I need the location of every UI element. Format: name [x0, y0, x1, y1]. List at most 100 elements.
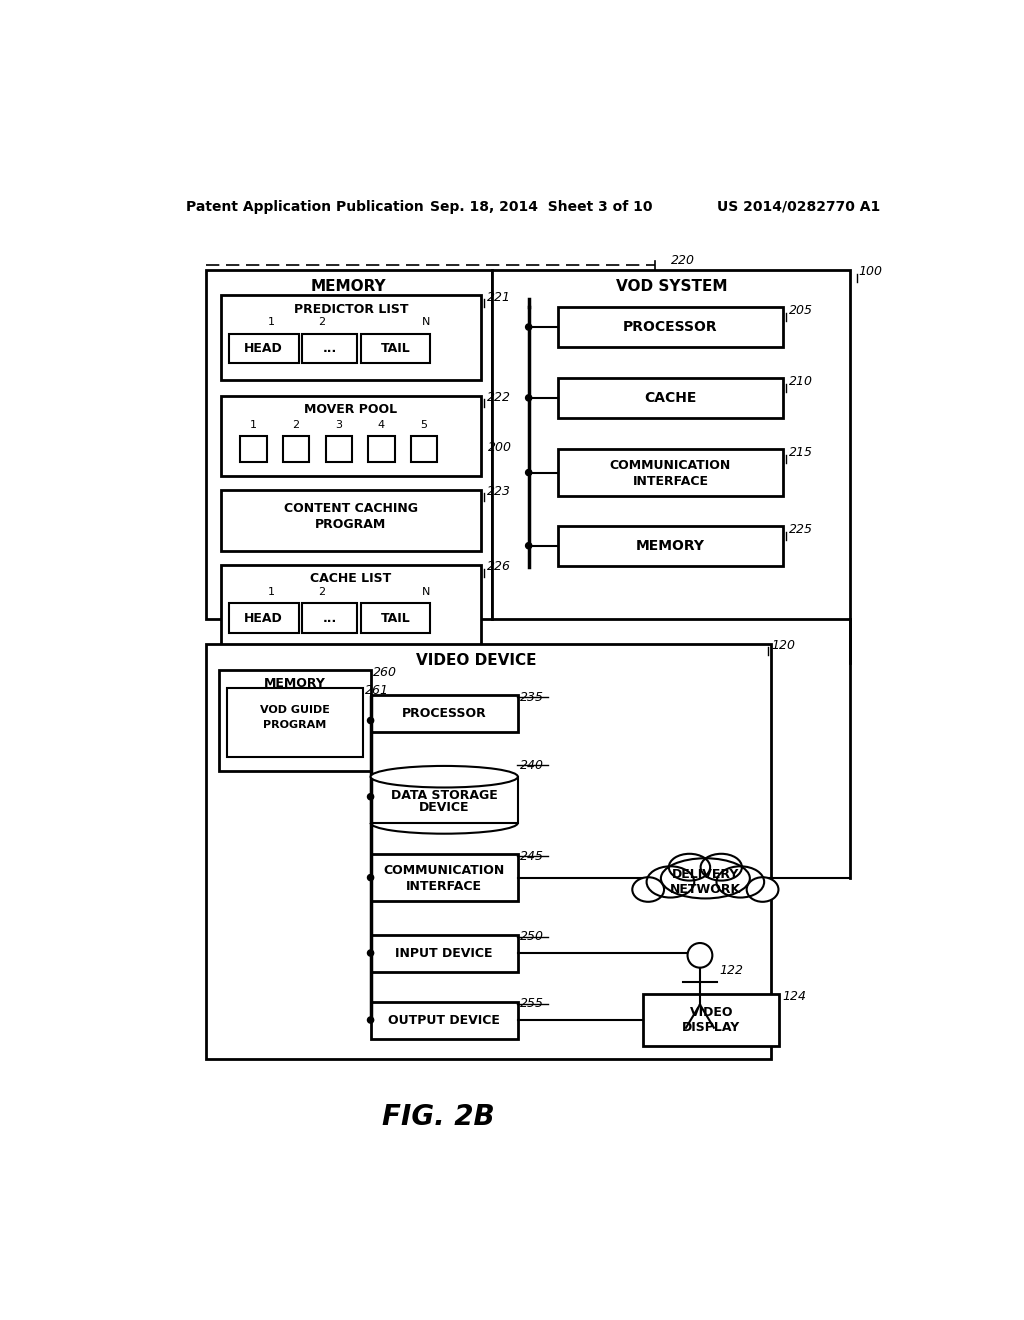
FancyBboxPatch shape: [221, 296, 480, 380]
Text: 100: 100: [859, 265, 883, 279]
Text: HEAD: HEAD: [245, 611, 283, 624]
FancyBboxPatch shape: [558, 449, 783, 496]
Text: VOD SYSTEM: VOD SYSTEM: [615, 280, 727, 294]
Text: PROCESSOR: PROCESSOR: [401, 708, 486, 721]
FancyBboxPatch shape: [302, 603, 356, 632]
Text: 2: 2: [293, 420, 300, 430]
FancyBboxPatch shape: [326, 436, 352, 462]
Text: PROGRAM: PROGRAM: [263, 721, 327, 730]
FancyBboxPatch shape: [227, 688, 362, 758]
Text: N: N: [422, 317, 430, 327]
Text: US 2014/0282770 A1: US 2014/0282770 A1: [717, 199, 881, 214]
Text: 240: 240: [520, 759, 544, 772]
Text: ...: ...: [323, 342, 337, 355]
FancyBboxPatch shape: [219, 671, 371, 771]
Text: 250: 250: [520, 931, 544, 944]
Ellipse shape: [660, 858, 750, 899]
FancyBboxPatch shape: [371, 696, 518, 733]
Circle shape: [525, 543, 531, 549]
Text: 210: 210: [790, 375, 813, 388]
Text: DELIVERY: DELIVERY: [672, 869, 739, 880]
FancyBboxPatch shape: [369, 436, 394, 462]
FancyBboxPatch shape: [371, 776, 518, 822]
FancyBboxPatch shape: [493, 271, 850, 619]
Text: DEVICE: DEVICE: [419, 801, 469, 814]
FancyBboxPatch shape: [360, 603, 430, 632]
Ellipse shape: [632, 878, 665, 902]
Text: 200: 200: [487, 441, 512, 454]
Text: DATA STORAGE: DATA STORAGE: [391, 788, 498, 801]
FancyBboxPatch shape: [283, 436, 309, 462]
Text: 225: 225: [790, 523, 813, 536]
Circle shape: [368, 875, 374, 880]
Circle shape: [368, 793, 374, 800]
Text: CONTENT CACHING: CONTENT CACHING: [284, 502, 418, 515]
Text: MEMORY: MEMORY: [264, 677, 326, 690]
FancyBboxPatch shape: [228, 603, 299, 632]
Text: ...: ...: [323, 611, 337, 624]
Text: MEMORY: MEMORY: [636, 539, 705, 553]
Ellipse shape: [700, 854, 742, 880]
Text: 4: 4: [378, 420, 385, 430]
Text: 235: 235: [520, 690, 544, 704]
Text: COMMUNICATION: COMMUNICATION: [384, 865, 505, 878]
FancyBboxPatch shape: [241, 436, 266, 462]
Text: 5: 5: [421, 420, 428, 430]
FancyBboxPatch shape: [558, 378, 783, 418]
FancyBboxPatch shape: [206, 271, 493, 619]
FancyBboxPatch shape: [411, 436, 437, 462]
FancyBboxPatch shape: [206, 644, 771, 1059]
Text: 245: 245: [520, 850, 544, 862]
Text: PROGRAM: PROGRAM: [315, 517, 386, 531]
Text: MOVER POOL: MOVER POOL: [304, 403, 397, 416]
FancyBboxPatch shape: [221, 490, 480, 552]
Text: 260: 260: [373, 667, 397, 680]
Circle shape: [368, 718, 374, 723]
Circle shape: [368, 950, 374, 956]
Circle shape: [368, 1016, 374, 1023]
Text: 226: 226: [486, 560, 511, 573]
Text: 222: 222: [486, 391, 511, 404]
Text: 124: 124: [783, 990, 807, 1003]
FancyBboxPatch shape: [558, 525, 783, 566]
Text: 223: 223: [486, 484, 511, 498]
Text: VOD GUIDE: VOD GUIDE: [260, 705, 330, 715]
FancyBboxPatch shape: [558, 308, 783, 347]
Text: PROCESSOR: PROCESSOR: [624, 319, 718, 334]
Text: MEMORY: MEMORY: [311, 280, 387, 294]
Ellipse shape: [746, 878, 778, 902]
Ellipse shape: [371, 766, 518, 788]
Text: VIDEO: VIDEO: [689, 1006, 733, 1019]
Text: 3: 3: [335, 420, 342, 430]
FancyBboxPatch shape: [371, 935, 518, 972]
Ellipse shape: [717, 866, 764, 898]
Circle shape: [525, 323, 531, 330]
Text: 255: 255: [520, 998, 544, 1010]
Text: 215: 215: [790, 446, 813, 459]
Text: CACHE: CACHE: [644, 391, 696, 405]
FancyBboxPatch shape: [228, 334, 299, 363]
Text: FIG. 2B: FIG. 2B: [382, 1104, 495, 1131]
Text: INTERFACE: INTERFACE: [633, 474, 709, 487]
Text: 1: 1: [250, 420, 257, 430]
Text: INPUT DEVICE: INPUT DEVICE: [395, 946, 493, 960]
FancyBboxPatch shape: [371, 1002, 518, 1039]
Circle shape: [525, 470, 531, 475]
Text: CACHE LIST: CACHE LIST: [310, 573, 391, 585]
FancyBboxPatch shape: [302, 334, 356, 363]
Text: INTERFACE: INTERFACE: [407, 879, 482, 892]
Text: 2: 2: [318, 587, 326, 597]
Text: HEAD: HEAD: [245, 342, 283, 355]
FancyBboxPatch shape: [371, 854, 518, 902]
FancyBboxPatch shape: [221, 565, 480, 649]
Text: VIDEO DEVICE: VIDEO DEVICE: [417, 653, 537, 668]
FancyBboxPatch shape: [221, 396, 480, 477]
Text: 221: 221: [486, 290, 511, 304]
Text: TAIL: TAIL: [381, 611, 411, 624]
Text: NETWORK: NETWORK: [670, 883, 741, 896]
Text: 220: 220: [671, 255, 694, 268]
Text: TAIL: TAIL: [381, 342, 411, 355]
Text: OUTPUT DEVICE: OUTPUT DEVICE: [388, 1014, 500, 1027]
Ellipse shape: [646, 866, 694, 898]
Circle shape: [525, 395, 531, 401]
